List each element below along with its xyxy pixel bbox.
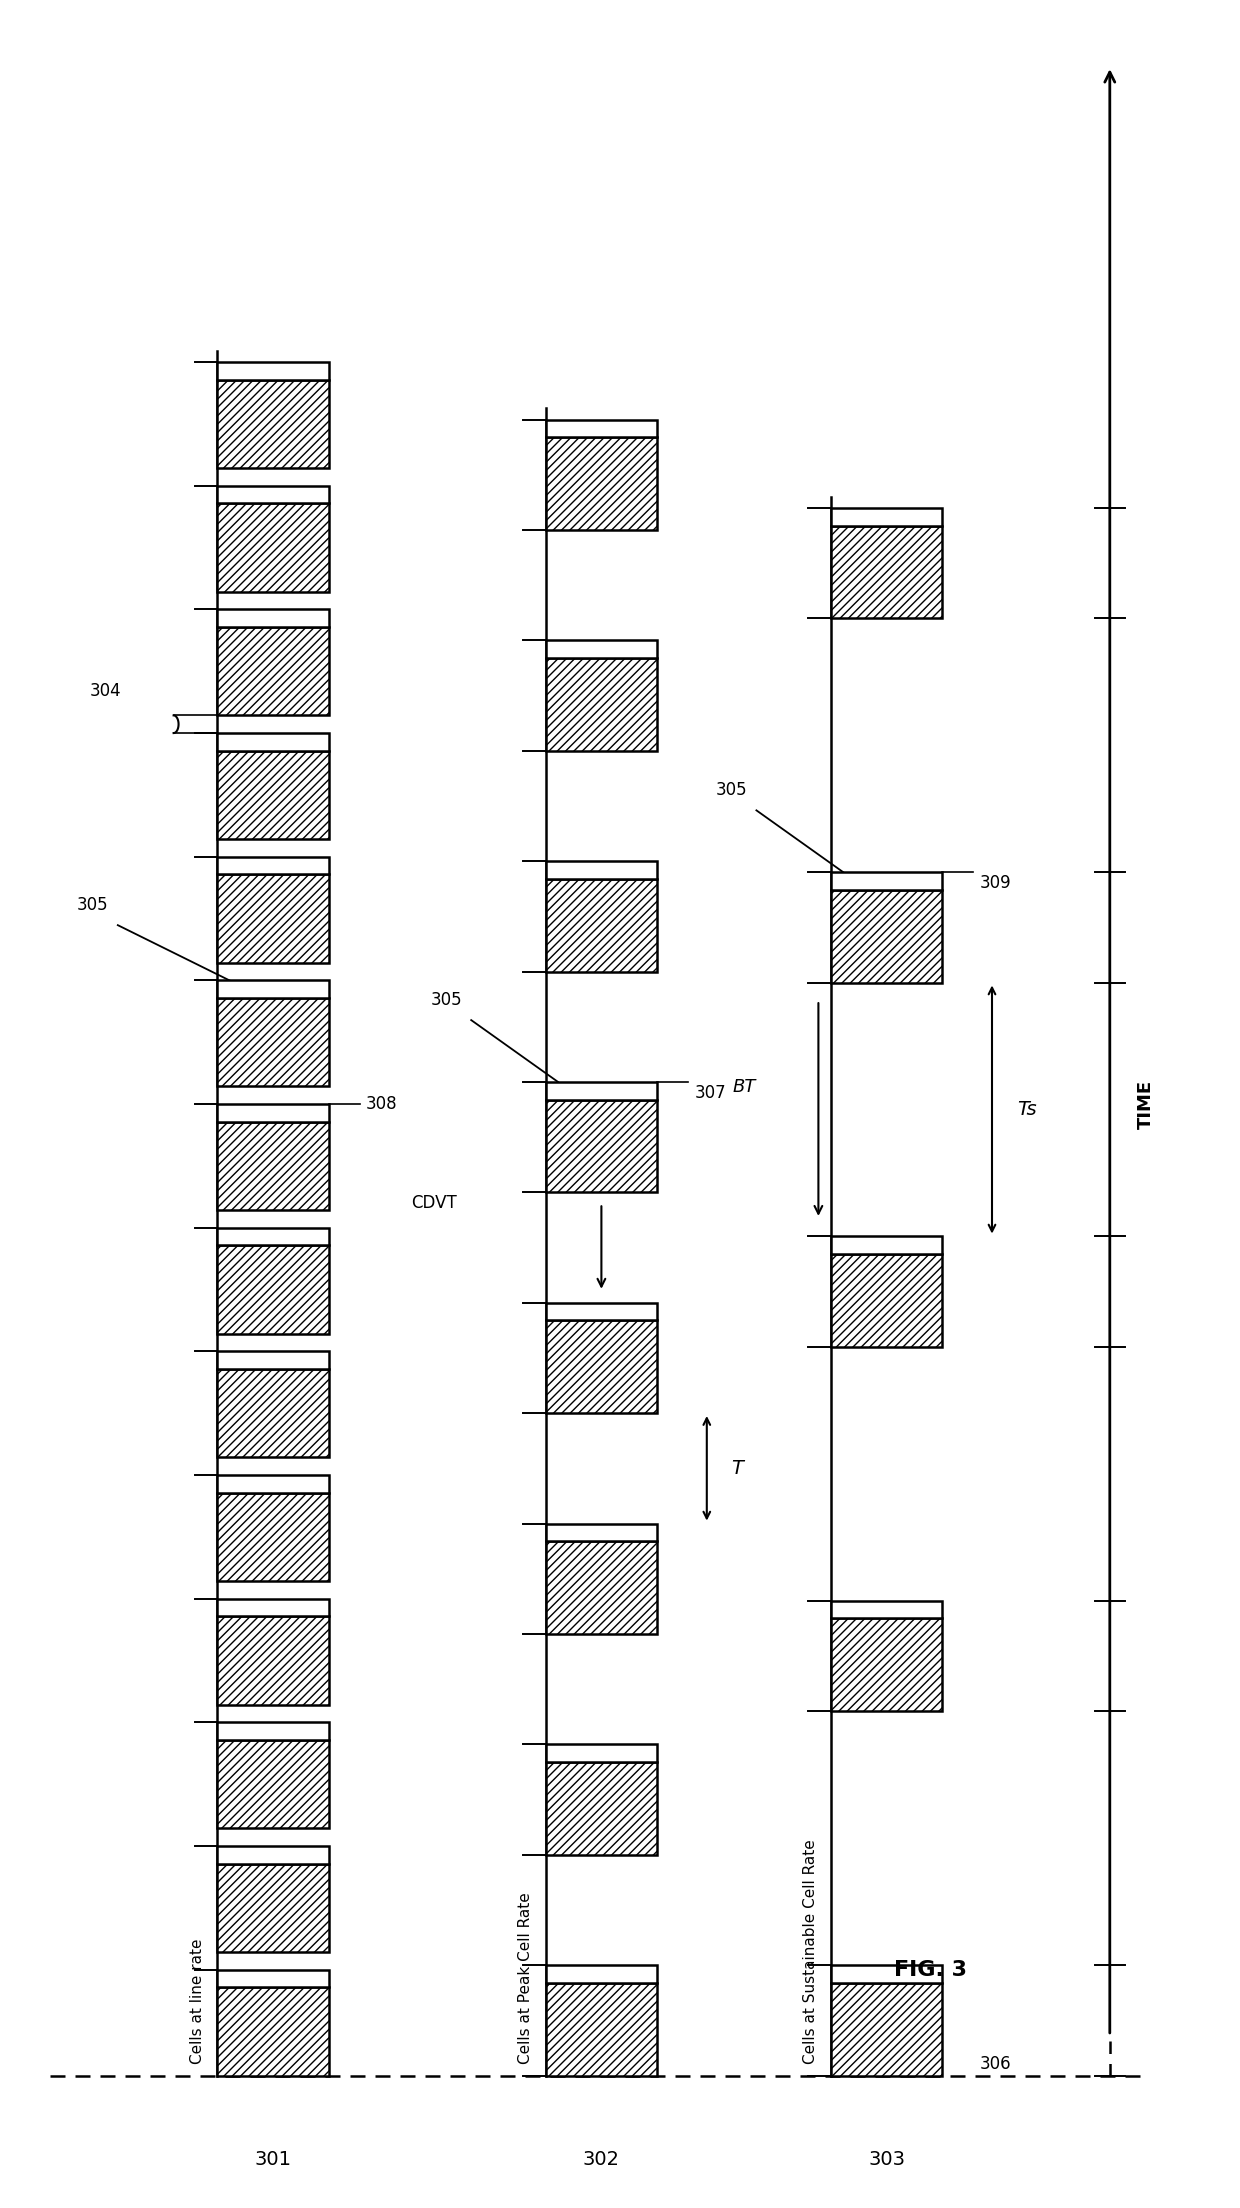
Bar [217, 980, 329, 998]
Text: Cells at Sustainable Cell Rate: Cells at Sustainable Cell Rate [804, 1839, 818, 2064]
Bar [546, 879, 657, 972]
Bar [831, 1983, 942, 2076]
Bar [217, 1599, 329, 1616]
Bar [546, 1762, 657, 1855]
Bar [546, 1524, 657, 1541]
Bar [546, 1320, 657, 1413]
Bar [217, 1369, 329, 1457]
Text: Ts: Ts [1017, 1100, 1037, 1119]
Bar [217, 362, 329, 380]
Bar [217, 1104, 329, 1122]
Bar [831, 872, 942, 890]
Bar [217, 1970, 329, 1987]
Bar [546, 1303, 657, 1320]
Text: 308: 308 [366, 1095, 398, 1113]
Bar [546, 640, 657, 658]
Bar [831, 1236, 942, 1254]
Bar [217, 486, 329, 503]
Text: 302: 302 [583, 2151, 620, 2168]
Bar [217, 1740, 329, 1828]
Text: 305: 305 [715, 782, 748, 799]
Text: BT: BT [733, 1078, 755, 1097]
Text: Cells at Peak Cell Rate: Cells at Peak Cell Rate [518, 1892, 533, 2064]
Bar [546, 1744, 657, 1762]
Bar [217, 1475, 329, 1493]
Bar [546, 420, 657, 437]
Bar [217, 1987, 329, 2076]
Bar [217, 1228, 329, 1245]
Bar [217, 1351, 329, 1369]
Text: T: T [732, 1459, 744, 1477]
Bar [546, 658, 657, 751]
Bar [546, 1965, 657, 1983]
Bar [217, 857, 329, 874]
Text: TIME: TIME [1137, 1080, 1156, 1128]
Bar [831, 890, 942, 983]
Bar [217, 1722, 329, 1740]
Bar [831, 1618, 942, 1711]
Text: 305: 305 [77, 896, 109, 914]
Bar [217, 1245, 329, 1334]
Bar [217, 627, 329, 715]
Text: CDVT: CDVT [412, 1195, 456, 1212]
Text: FIG. 3: FIG. 3 [894, 1958, 966, 1981]
Text: 307: 307 [694, 1084, 727, 1102]
Bar [217, 874, 329, 963]
Text: 304: 304 [89, 682, 122, 700]
Text: 309: 309 [980, 874, 1012, 892]
Bar [217, 503, 329, 592]
Bar [217, 1846, 329, 1864]
Bar [217, 1493, 329, 1581]
Text: 303: 303 [868, 2151, 905, 2168]
Bar [217, 1616, 329, 1705]
Bar [546, 1100, 657, 1192]
Bar [831, 526, 942, 618]
Bar [546, 1541, 657, 1634]
Text: 306: 306 [980, 2056, 1012, 2073]
Bar [546, 861, 657, 879]
Bar [217, 998, 329, 1086]
Bar [217, 609, 329, 627]
Bar [217, 1122, 329, 1210]
Bar [831, 1254, 942, 1347]
Bar [217, 733, 329, 751]
Bar [831, 1601, 942, 1618]
Text: 301: 301 [254, 2151, 291, 2168]
Text: 305: 305 [430, 991, 463, 1009]
Bar [546, 1983, 657, 2076]
Bar [546, 1082, 657, 1100]
Bar [217, 751, 329, 839]
Bar [831, 1965, 942, 1983]
Bar [217, 1864, 329, 1952]
Bar [217, 380, 329, 468]
Text: Cells at line rate: Cells at line rate [190, 1939, 205, 2064]
Bar [546, 437, 657, 530]
Bar [831, 508, 942, 526]
